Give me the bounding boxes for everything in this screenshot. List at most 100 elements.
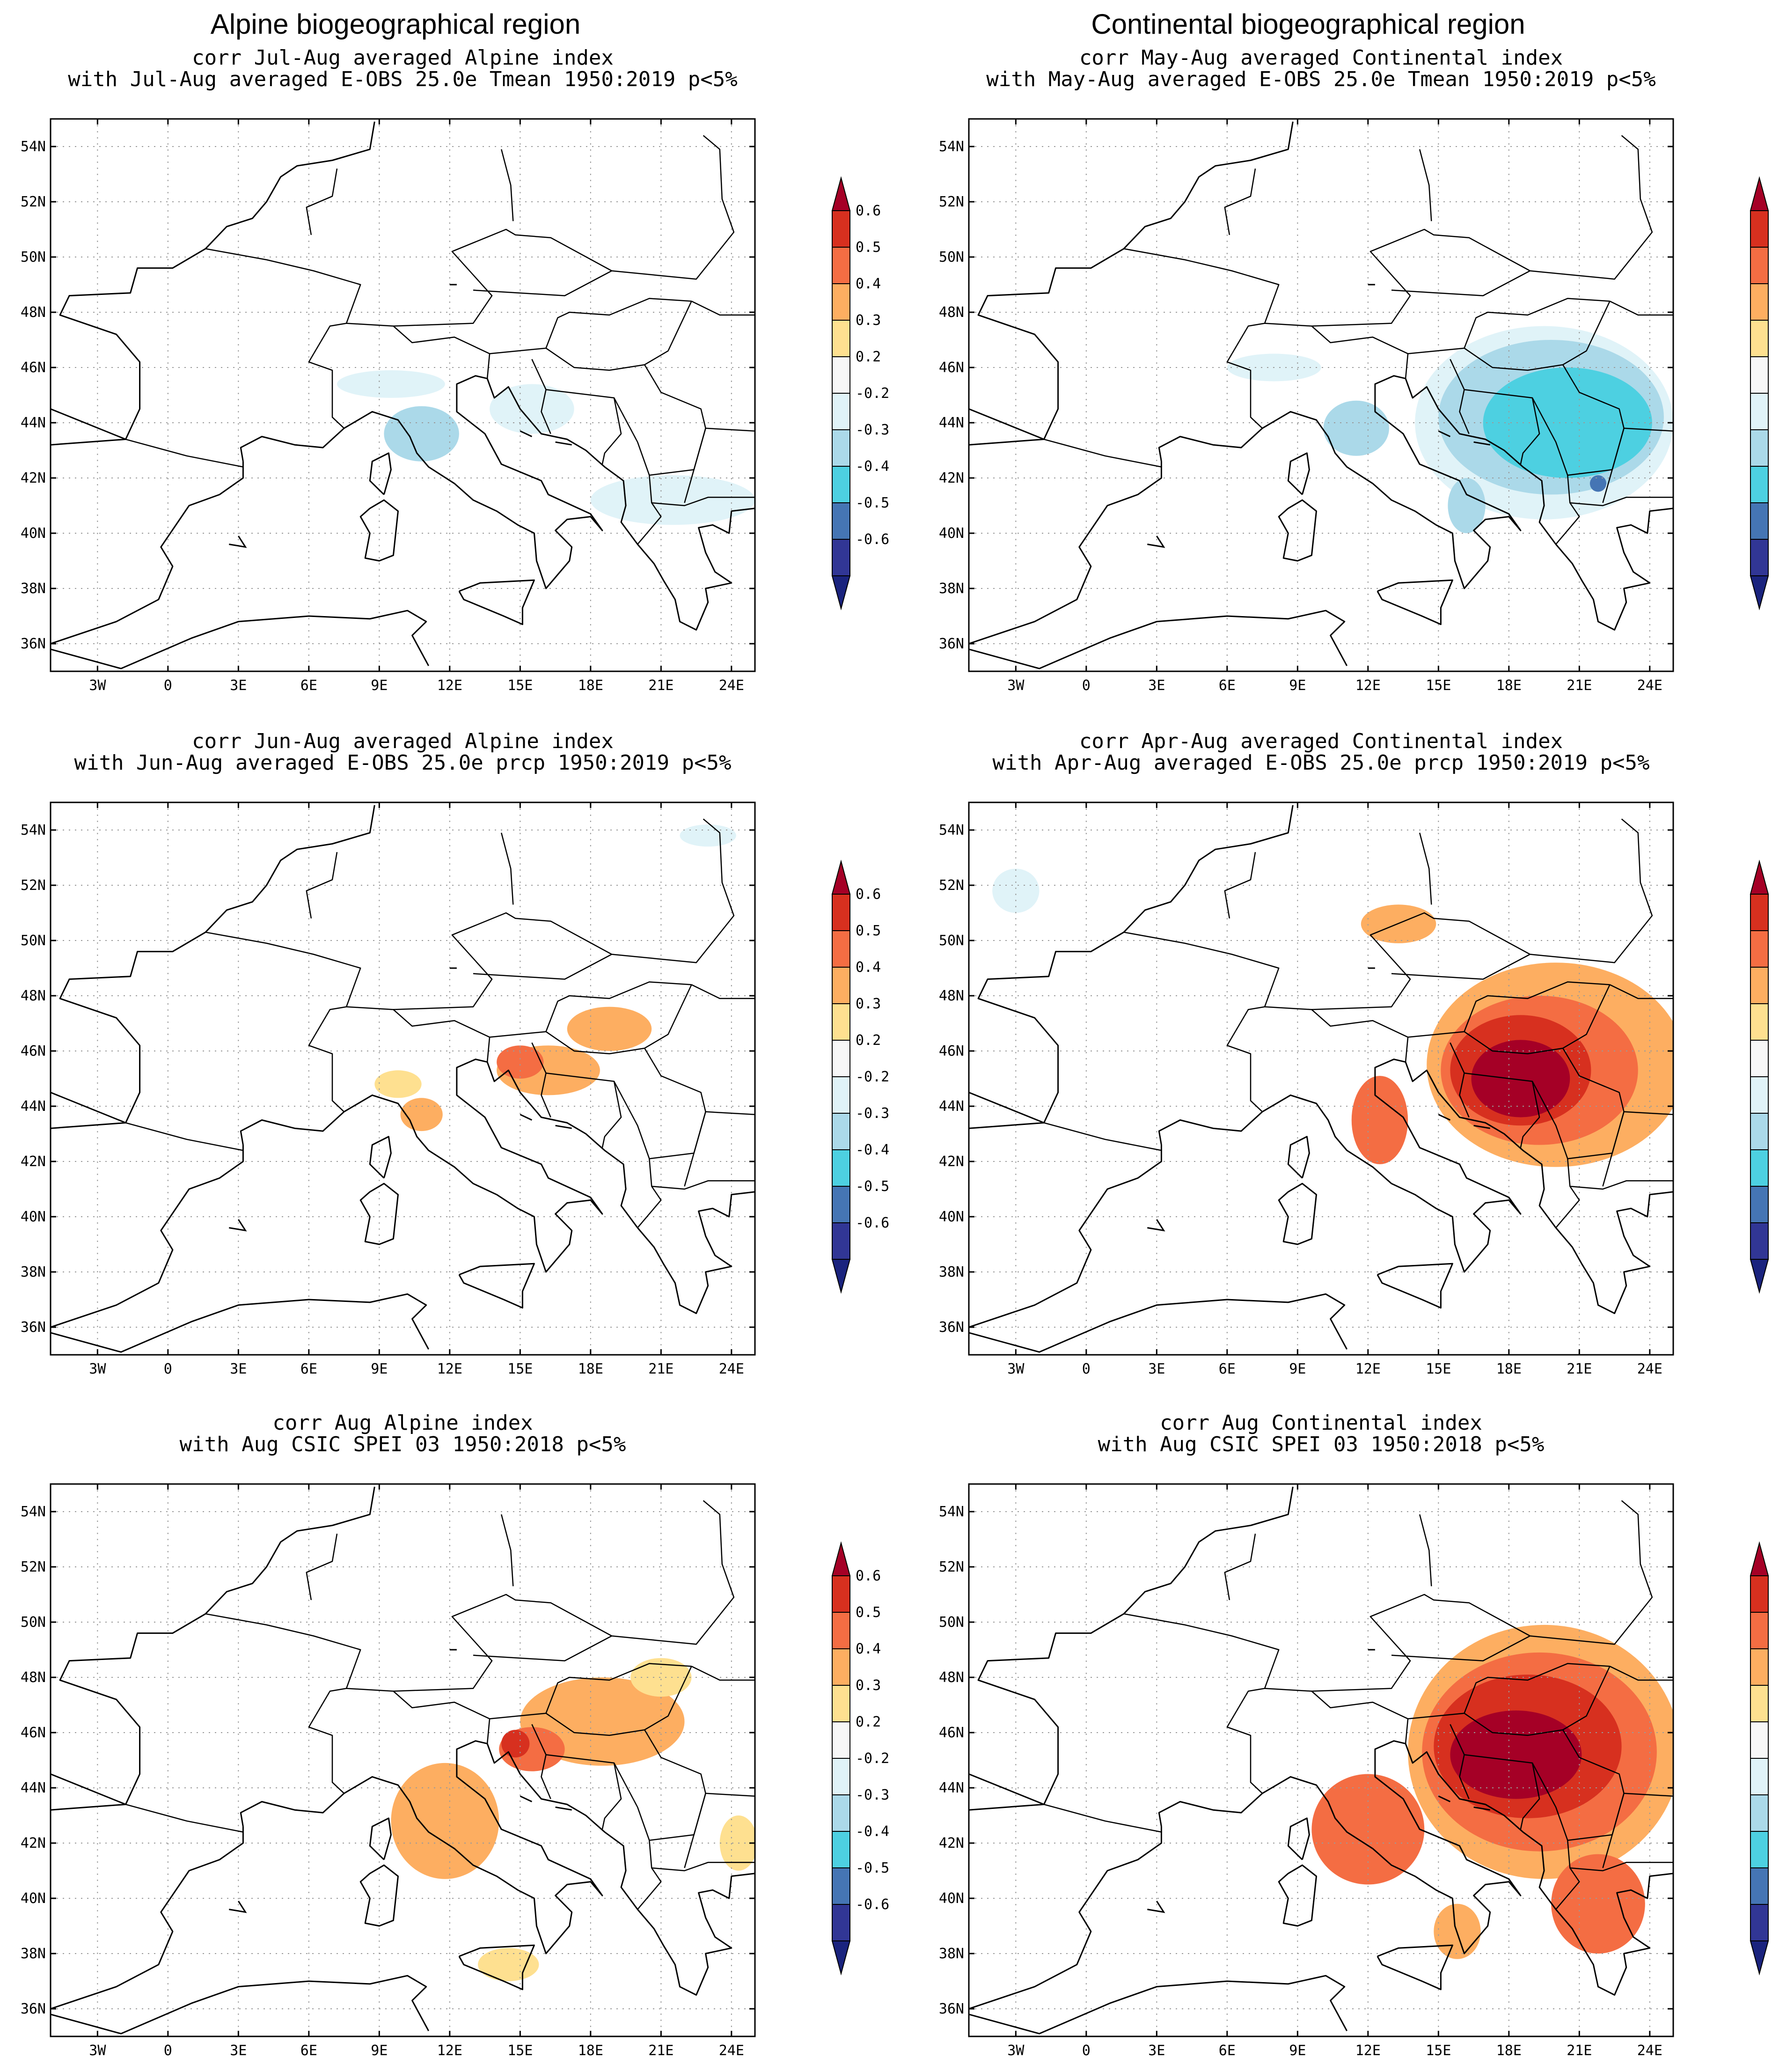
lon-tick-label: 0 — [164, 1361, 172, 1377]
country-border — [684, 1111, 706, 1187]
country-border — [1609, 301, 1673, 316]
colorbar-arrow-bottom — [1750, 575, 1769, 610]
lat-tick-label: 36N — [21, 636, 46, 652]
colorbar-segment — [1750, 1076, 1769, 1114]
country-border — [644, 1048, 755, 1115]
panel-title-line2: with Jul-Aug averaged E-OBS 25.0e Tmean … — [68, 67, 737, 91]
country-border — [1123, 1613, 1280, 1794]
colorbar-segment — [1750, 539, 1769, 576]
colorbar-segment — [1750, 1222, 1769, 1260]
country-border — [306, 168, 338, 235]
colorbar-segment — [832, 502, 850, 540]
lat-tick-label: 38N — [21, 1946, 46, 1962]
lat-tick-label: 36N — [939, 636, 964, 652]
lat-tick-label: 46N — [939, 1043, 964, 1059]
country-border — [1044, 1122, 1162, 1151]
country-border — [393, 818, 735, 1010]
colorbar-segment — [832, 539, 850, 576]
colorbar-label: -0.6 — [856, 1215, 889, 1231]
coastline — [51, 1145, 244, 1328]
country-border — [306, 852, 338, 919]
colorbar-segment — [832, 894, 850, 931]
country-border — [1265, 1688, 1409, 1744]
correlation-shading — [992, 868, 1040, 913]
coastline — [1377, 1944, 1453, 1991]
lat-tick-label: 50N — [21, 249, 46, 265]
lat-tick-label: 46N — [21, 1043, 46, 1059]
lon-tick-label: 12E — [1355, 1361, 1381, 1377]
country-border — [531, 1042, 551, 1118]
lon-tick-label: 3W — [1007, 677, 1025, 694]
colorbar-segment — [832, 1113, 850, 1150]
correlation-shading — [1471, 1040, 1570, 1117]
colorbar-segment — [832, 283, 850, 321]
panel-title-line1: corr Jun-Aug averaged Alpine index — [192, 729, 614, 753]
country-border — [652, 1862, 755, 1872]
correlation-shading — [337, 370, 445, 398]
lat-tick-label: 38N — [939, 1264, 964, 1280]
country-border — [546, 389, 622, 464]
correlation-shading — [501, 1730, 530, 1758]
country-border — [1464, 389, 1540, 464]
island-outline — [1438, 1795, 1451, 1802]
country-border — [473, 1635, 612, 1661]
lat-tick-label: 52N — [21, 877, 46, 894]
coastline — [359, 1183, 399, 1245]
lat-tick-label: 40N — [939, 1890, 964, 1907]
correlation-shading — [567, 1007, 652, 1051]
coastline — [969, 1975, 1348, 2035]
lon-tick-label: 21E — [648, 677, 674, 694]
lat-tick-label: 42N — [939, 1154, 964, 1170]
lat-tick-label: 42N — [939, 470, 964, 486]
country-border — [545, 1666, 692, 1736]
country-border — [1464, 301, 1611, 371]
colorbar-segment — [832, 247, 850, 284]
lat-tick-label: 52N — [939, 877, 964, 894]
colorbar-arrow-bottom — [1750, 1259, 1769, 1294]
country-border — [684, 428, 706, 503]
colorbar-label: 0.5 — [856, 1604, 881, 1621]
lat-tick-label: 50N — [939, 249, 964, 265]
colorbar-segment — [832, 356, 850, 394]
colorbar-arrow-bottom — [831, 575, 851, 610]
colorbar-segment — [1750, 1149, 1769, 1187]
country-border — [1570, 497, 1673, 507]
coastline — [969, 121, 1294, 440]
map-area — [51, 119, 755, 671]
colorbar-label: 0.3 — [856, 312, 881, 329]
colorbar-segment — [1750, 247, 1769, 284]
lon-tick-label: 6E — [300, 677, 317, 694]
lon-tick-label: 15E — [1426, 2043, 1451, 2059]
lat-tick-label: 38N — [21, 580, 46, 597]
correlation-shading — [384, 406, 459, 462]
colorbar-segment — [832, 1904, 850, 1941]
island-outline — [555, 441, 572, 446]
lat-tick-label: 44N — [21, 1780, 46, 1796]
lon-tick-label: 24E — [719, 1361, 744, 1377]
map-frame — [968, 118, 1674, 672]
country-border — [1562, 364, 1673, 432]
lat-tick-label: 40N — [21, 1209, 46, 1225]
map-background — [51, 1484, 755, 2036]
colorbar-label: -0.3 — [856, 1105, 889, 1122]
country-border — [1407, 1663, 1610, 1719]
country-border — [1450, 1042, 1470, 1118]
colorbar-segment — [1750, 429, 1769, 467]
lon-tick-label: 0 — [164, 677, 172, 694]
coastline — [969, 1486, 1294, 1805]
colorbar-segment — [1750, 1575, 1769, 1613]
colorbar: 0.60.50.40.30.2-0.2-0.3-0.4-0.5-0.6 — [1750, 176, 1769, 610]
map-frame — [50, 801, 756, 1356]
coastline — [1278, 499, 1317, 562]
coastline — [359, 1864, 399, 1927]
coastline — [969, 1293, 1348, 1353]
colorbar-label: -0.5 — [856, 495, 889, 511]
country-border — [1407, 981, 1610, 1038]
correlation-shading — [490, 384, 574, 434]
lon-tick-label: 6E — [1219, 1361, 1236, 1377]
colorbar-segment — [832, 1076, 850, 1114]
panel-title-line2: with Aug CSIC SPEI 03 1950:2018 p<5% — [1098, 1433, 1545, 1456]
lon-tick-label: 3E — [1148, 677, 1165, 694]
lat-tick-label: 40N — [21, 1890, 46, 1907]
